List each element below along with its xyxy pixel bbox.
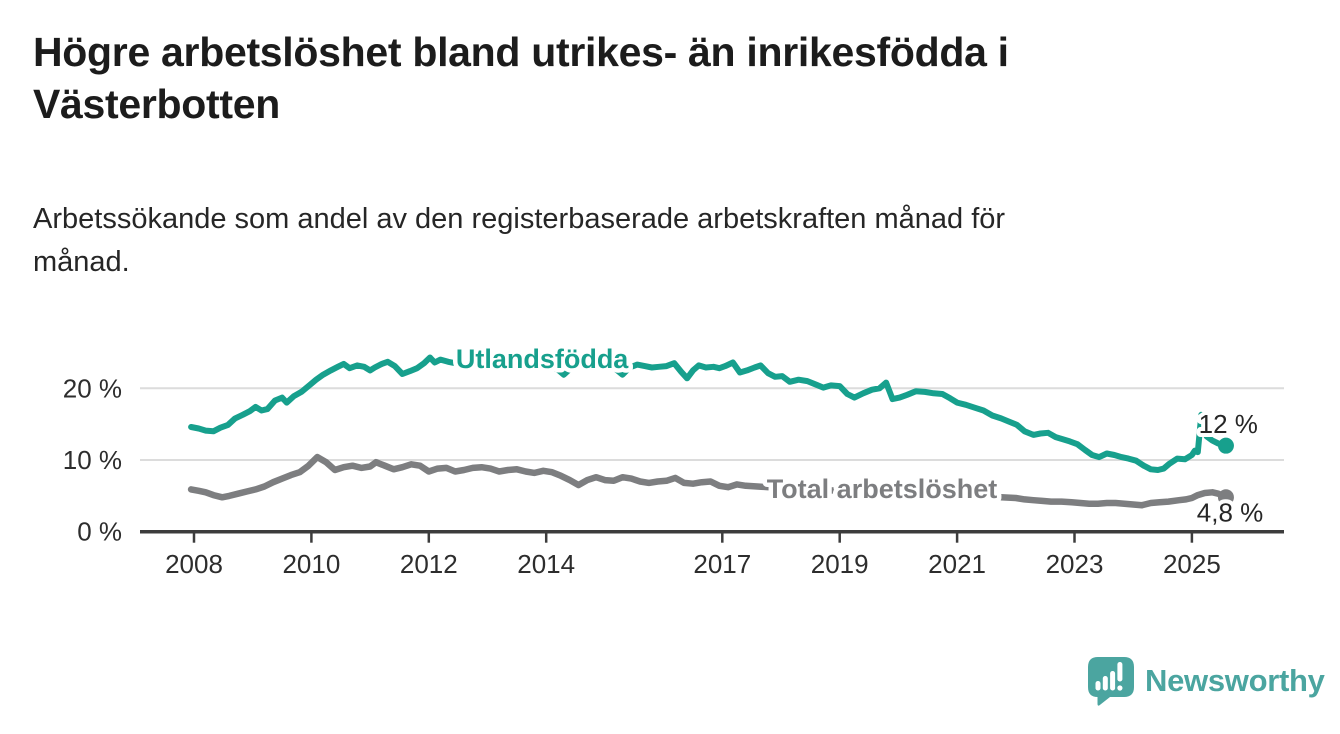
series-line-total xyxy=(187,453,1230,509)
series-label-utlandsfodda: Utlandsfödda xyxy=(456,344,629,374)
bar-1 xyxy=(1095,681,1101,691)
bar-2 xyxy=(1102,676,1108,691)
series-label-total: Total arbetslöshet xyxy=(767,474,998,504)
newsworthy-logo-icon xyxy=(1088,657,1134,706)
page-title-line-1: Högre arbetslöshet bland utrikes- än inr… xyxy=(33,29,1009,75)
end-dot-total xyxy=(1217,489,1234,506)
series-line-utlandsfodda xyxy=(188,354,1229,473)
x-tick-label-2025: 2025 xyxy=(1163,549,1221,579)
x-tick-label-2017: 2017 xyxy=(693,549,751,579)
chart-subtitle: Arbetssökande som andel av den registerb… xyxy=(33,198,1233,284)
x-tick-label-2008: 2008 xyxy=(165,549,223,579)
y-tick-label-20: 20 % xyxy=(63,373,122,403)
bar-3 xyxy=(1110,671,1116,691)
x-tick-label-2019: 2019 xyxy=(811,549,869,579)
y-tick-label-10: 10 % xyxy=(63,445,122,475)
end-dot-utlandsfodda xyxy=(1217,437,1234,454)
x-tick-label-2014: 2014 xyxy=(517,549,575,579)
newsworthy-branding: Newsworthy xyxy=(1086,654,1325,708)
end-value-label-total: 4,8 % xyxy=(1197,497,1264,527)
x-tick-label-2010: 2010 xyxy=(282,549,340,579)
x-tick-label-2012: 2012 xyxy=(400,549,458,579)
exclamation-dot xyxy=(1117,685,1123,691)
brand-name: Newsworthy xyxy=(1145,663,1325,698)
y-tick-label-0: 0 % xyxy=(77,517,122,547)
chart-subtitle-line-1: Arbetssökande som andel av den registerb… xyxy=(33,203,1006,235)
end-value-label-utlandsfodda: 12 % xyxy=(1199,409,1258,439)
page-title-line-2: Västerbotten xyxy=(33,81,281,127)
x-tick-label-2021: 2021 xyxy=(928,549,986,579)
chart-subtitle-line-2: månad. xyxy=(33,246,130,278)
exclamation-bar xyxy=(1117,662,1123,682)
x-tick-label-2023: 2023 xyxy=(1046,549,1104,579)
page-title: Högre arbetslöshet bland utrikes- än inr… xyxy=(33,26,1223,130)
